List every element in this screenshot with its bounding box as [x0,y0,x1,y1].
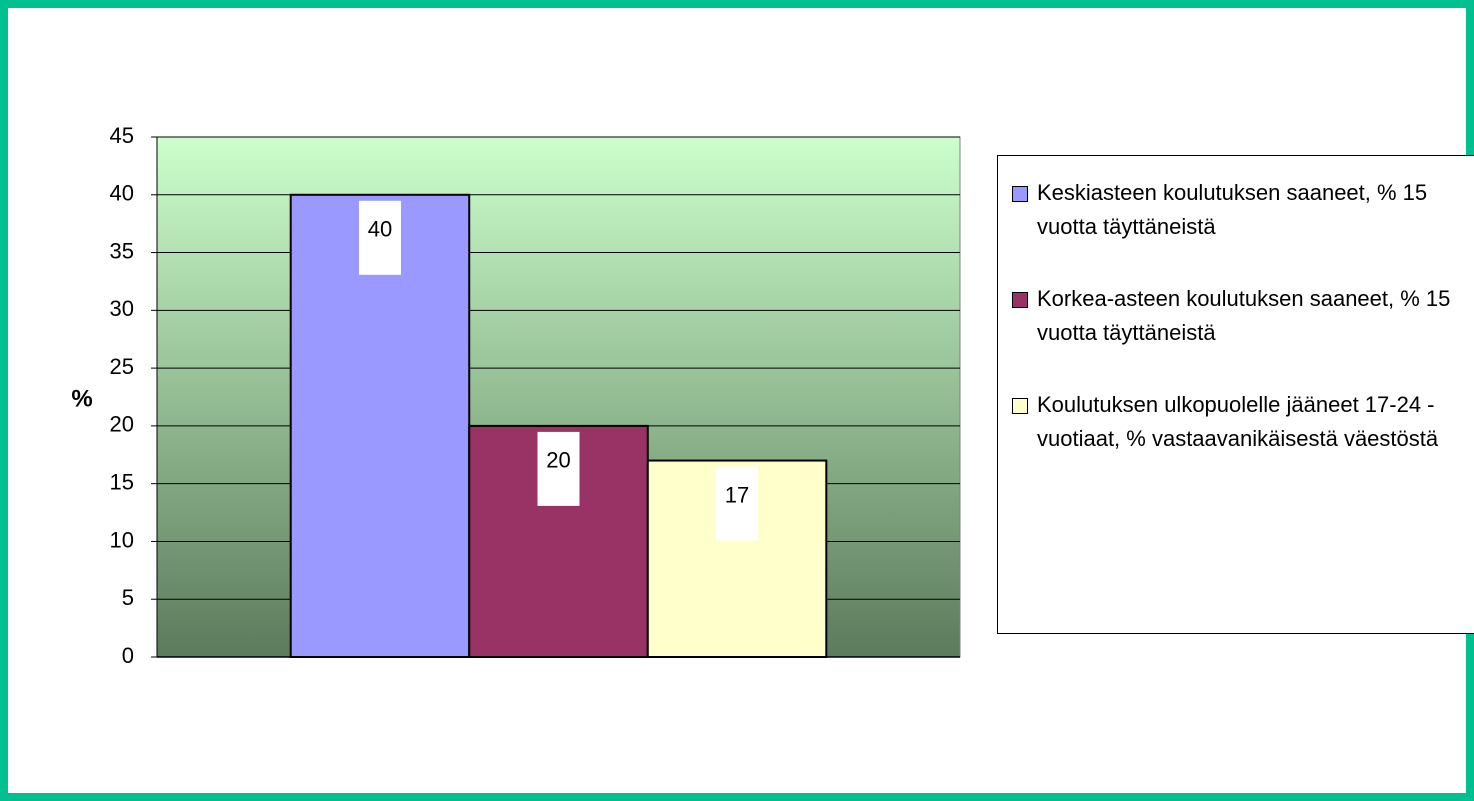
legend-swatch [1012,398,1028,414]
y-tick-label: 30 [110,296,134,321]
y-tick-label: 35 [110,238,134,263]
legend-entry: Koulutuksen ulkopuolelle jääneet 17-24 -… [1012,388,1474,456]
y-tick-label: 45 [110,123,134,148]
y-tick-label: 40 [110,181,134,206]
legend-swatch [1012,292,1028,308]
legend-text: Korkea-asteen koulutuksen saaneet, % 15 … [1037,286,1451,345]
y-tick-label: 15 [110,469,134,494]
y-tick-label: 25 [110,354,134,379]
y-tick-label: 0 [122,643,134,668]
data-label-box [716,466,759,541]
legend-swatch [1012,186,1028,202]
y-axis-label: % [71,385,92,412]
data-label-box [358,200,401,275]
legend-text: Koulutuksen ulkopuolelle jääneet 17-24 -… [1037,392,1439,451]
y-tick-label: 5 [122,585,134,610]
legend-entry: Korkea-asteen koulutuksen saaneet, % 15 … [1012,282,1474,350]
data-label: 40 [368,217,392,242]
legend-text: Keskiasteen koulutuksen saaneet, % 15 vu… [1037,180,1428,239]
legend-entry: Keskiasteen koulutuksen saaneet, % 15 vu… [1012,176,1474,244]
y-tick-label: 10 [110,527,134,552]
data-label: 20 [546,448,570,473]
data-label: 17 [725,482,749,507]
legend: Keskiasteen koulutuksen saaneet, % 15 vu… [997,155,1474,634]
y-tick-label: 20 [110,412,134,437]
data-label-box [537,431,580,506]
